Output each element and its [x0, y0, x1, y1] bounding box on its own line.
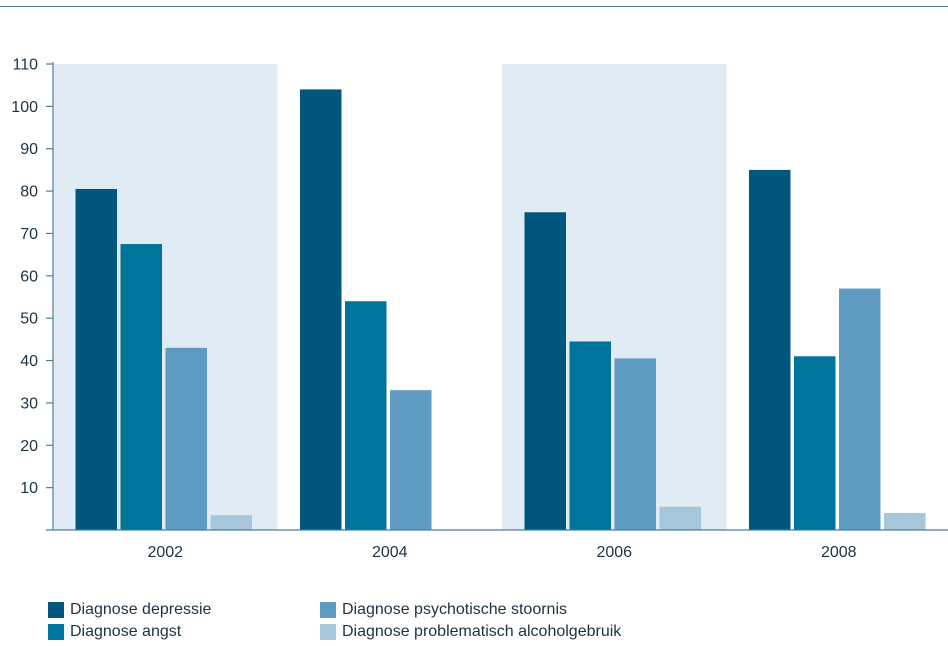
bar-2006-series-1: [524, 212, 566, 531]
legend-swatch: [320, 602, 336, 618]
y-tick-label-50: 50: [20, 311, 38, 328]
bar-2006-series-4: [659, 506, 701, 530]
legend: Diagnose depressie Diagnose angst Diagno…: [48, 600, 928, 644]
y-tick-label-110: 110: [12, 57, 38, 74]
x-tick-label-2006: 2006: [596, 544, 632, 561]
y-tick-label-60: 60: [20, 268, 38, 285]
legend-item-alcoholgebruik: Diagnose problematisch alcoholgebruik: [320, 622, 621, 642]
bar-2002-series-1: [75, 188, 117, 531]
bar-2008-series-4: [884, 513, 926, 530]
legend-label: Diagnose angst: [70, 623, 182, 640]
y-tick-label-80: 80: [20, 184, 38, 201]
y-tick-label-10: 10: [20, 480, 38, 497]
bar-2008-series-3: [839, 288, 881, 530]
bars: [75, 89, 926, 531]
y-tick-label-20: 20: [20, 438, 38, 455]
top-divider: [0, 6, 948, 7]
legend-swatch: [320, 624, 336, 640]
bar-2004-series-2: [345, 301, 387, 530]
axes: [46, 62, 948, 531]
bar-2002-series-3: [165, 347, 207, 530]
x-tick-label-2004: 2004: [372, 544, 408, 561]
bar-2002-series-4: [210, 515, 252, 530]
y-tick-label-70: 70: [20, 226, 38, 243]
bar-2006-series-3: [614, 358, 656, 530]
legend-label: Diagnose problematisch alcoholgebruik: [342, 623, 622, 640]
legend-swatch: [48, 602, 64, 618]
tick-labels: 10 20 30 40 50 60 70 80 90 100 110 2002 2004 2006 2008: [11, 57, 856, 562]
legend-label: Diagnose psychotische stoornis: [342, 601, 568, 618]
legend-label: Diagnose depressie: [70, 601, 212, 618]
bar-chart: 10 20 30 40 50 60 70 80 90 100 110 2002 2004 2006 2008: [11, 57, 948, 562]
bar-2008-series-1: [749, 169, 791, 530]
bar-2004-series-3: [390, 390, 432, 530]
legend-item-depressie: Diagnose depressie: [48, 600, 211, 620]
y-tick-label-90: 90: [20, 141, 38, 158]
legend-item-angst: Diagnose angst: [48, 622, 181, 642]
y-tick-label-30: 30: [20, 395, 38, 412]
legend-item-psychotische-stoornis: Diagnose psychotische stoornis: [320, 600, 567, 620]
legend-swatch: [48, 624, 64, 640]
bar-2006-series-2: [569, 341, 611, 530]
bar-2004-series-1: [300, 89, 342, 530]
x-tick-label-2002: 2002: [147, 544, 183, 561]
bar-2002-series-2: [120, 244, 162, 530]
x-tick-label-2008: 2008: [821, 544, 857, 561]
y-tick-label-40: 40: [20, 353, 38, 370]
y-tick-label-100: 100: [11, 99, 38, 116]
bar-2008-series-2: [794, 356, 836, 530]
